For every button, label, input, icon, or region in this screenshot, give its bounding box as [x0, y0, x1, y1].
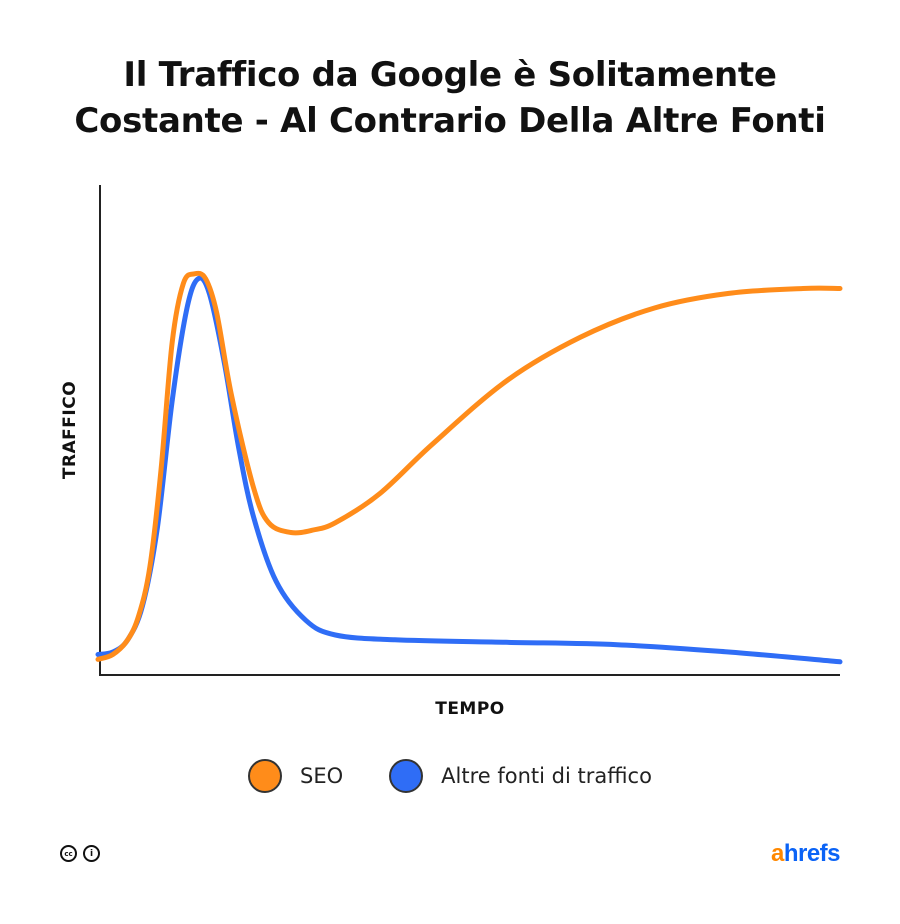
series-line-seo [95, 270, 843, 662]
legend: SEO Altre fonti di traffico [0, 754, 900, 798]
logo-letter-a: a [770, 840, 784, 867]
legend-swatch-seo [248, 759, 283, 793]
legend-item-other: Altre fonti di traffico [389, 759, 652, 793]
legend-item-seo: SEO [248, 759, 343, 793]
logo-letters-hrefs: hrefs [783, 840, 841, 867]
attribution-icon: i [83, 845, 100, 862]
chart-title-line-2: Costante - Al Contrario Della Altre Font… [74, 101, 826, 141]
series-layer [95, 270, 843, 665]
license-icons: cc i [60, 845, 100, 862]
y-axis-label: TRAFFICO [60, 381, 80, 479]
chart-title-line-1: Il Traffico da Google è Solitamente [123, 55, 777, 95]
legend-swatch-other [389, 759, 424, 793]
chart-title: Il Traffico da Google è Solitamente Cost… [0, 52, 900, 144]
cc-icon: cc [60, 845, 77, 862]
series-line-altre-fonti [95, 275, 843, 665]
legend-label-other: Altre fonti di traffico [441, 764, 652, 788]
ahrefs-logo: ahrefs [770, 840, 841, 868]
x-axis-label: TEMPO [435, 699, 505, 719]
legend-label-seo: SEO [300, 764, 344, 788]
